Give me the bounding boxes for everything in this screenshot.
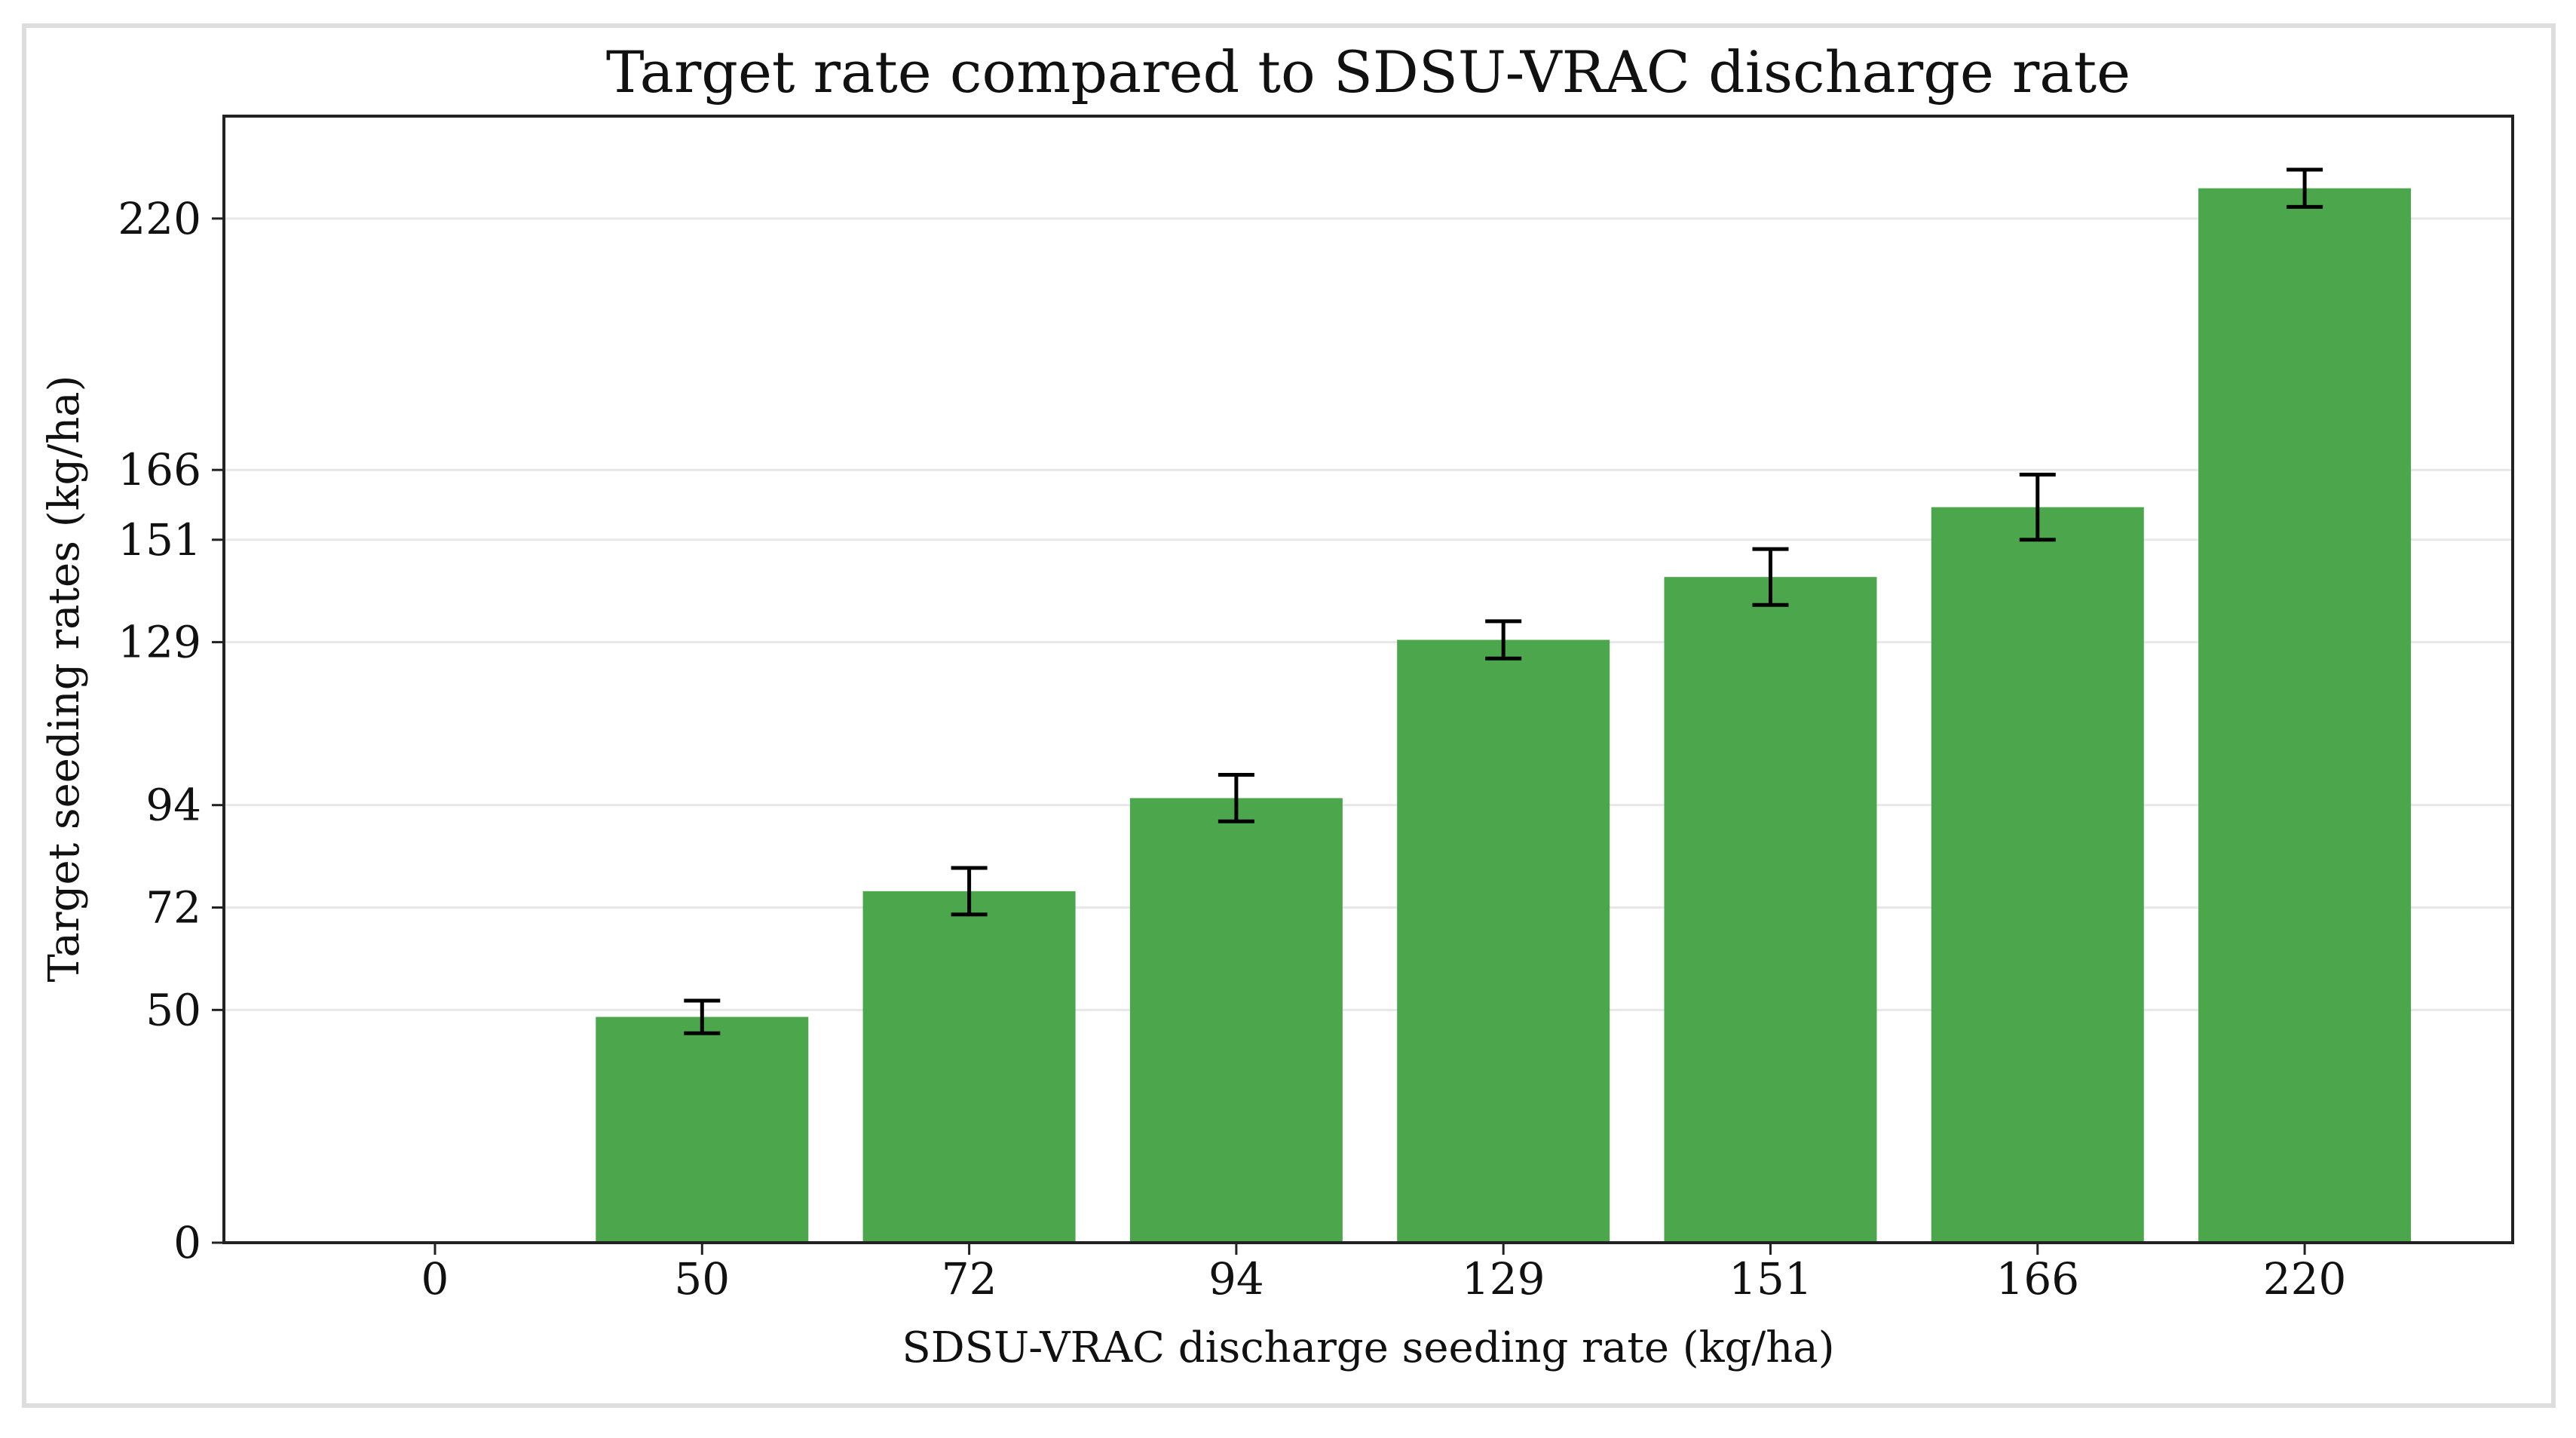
bar <box>596 1016 809 1243</box>
bar <box>2198 188 2412 1243</box>
chart-title: Target rate compared to SDSU-VRAC discha… <box>606 38 2130 106</box>
error-bar <box>1218 773 1254 823</box>
bar <box>1664 577 1877 1243</box>
y-tick-label: 94 <box>145 780 201 831</box>
y-tick-label: 166 <box>118 444 201 495</box>
x-tick-label: 50 <box>674 1253 730 1305</box>
bar <box>862 891 1076 1243</box>
bars <box>329 188 2412 1243</box>
y-tick-label: 220 <box>118 193 201 244</box>
x-axis-label: SDSU-VRAC discharge seeding rate (kg/ha) <box>902 1323 1834 1372</box>
y-tick-label: 0 <box>173 1217 201 1268</box>
plot-area-border <box>222 115 2514 1244</box>
y-axis-ticks: 0 50 72 94 129 151 166 220 <box>118 193 224 1268</box>
x-tick-label: 0 <box>421 1253 449 1305</box>
y-tick-label: 72 <box>145 882 201 934</box>
y-tick-label: 151 <box>118 514 201 566</box>
x-tick-label: 72 <box>942 1253 997 1305</box>
error-bar <box>2287 167 2323 209</box>
y-tick-label: 50 <box>145 984 201 1035</box>
error-bar <box>1485 619 1522 661</box>
y-axis-label: Target seeding rates (kg/ha) <box>40 375 89 982</box>
error-bar <box>951 866 988 917</box>
x-tick-label: 94 <box>1208 1253 1264 1305</box>
x-tick-label: 151 <box>1729 1253 1812 1305</box>
error-bar <box>2019 472 2056 542</box>
x-tick-label: 220 <box>2263 1253 2347 1305</box>
bar <box>1397 639 1610 1243</box>
error-bars <box>684 167 2323 1035</box>
x-tick-label: 129 <box>1462 1253 1545 1305</box>
grid-lines <box>224 217 2513 1011</box>
bar <box>1931 507 2144 1243</box>
x-tick-label: 166 <box>1996 1253 2079 1305</box>
error-bar <box>684 998 721 1035</box>
x-axis-ticks: 0 50 72 94 129 151 166 220 <box>421 1243 2347 1305</box>
bar <box>1129 798 1343 1243</box>
y-tick-label: 129 <box>118 617 201 668</box>
error-bar <box>1752 547 1789 607</box>
